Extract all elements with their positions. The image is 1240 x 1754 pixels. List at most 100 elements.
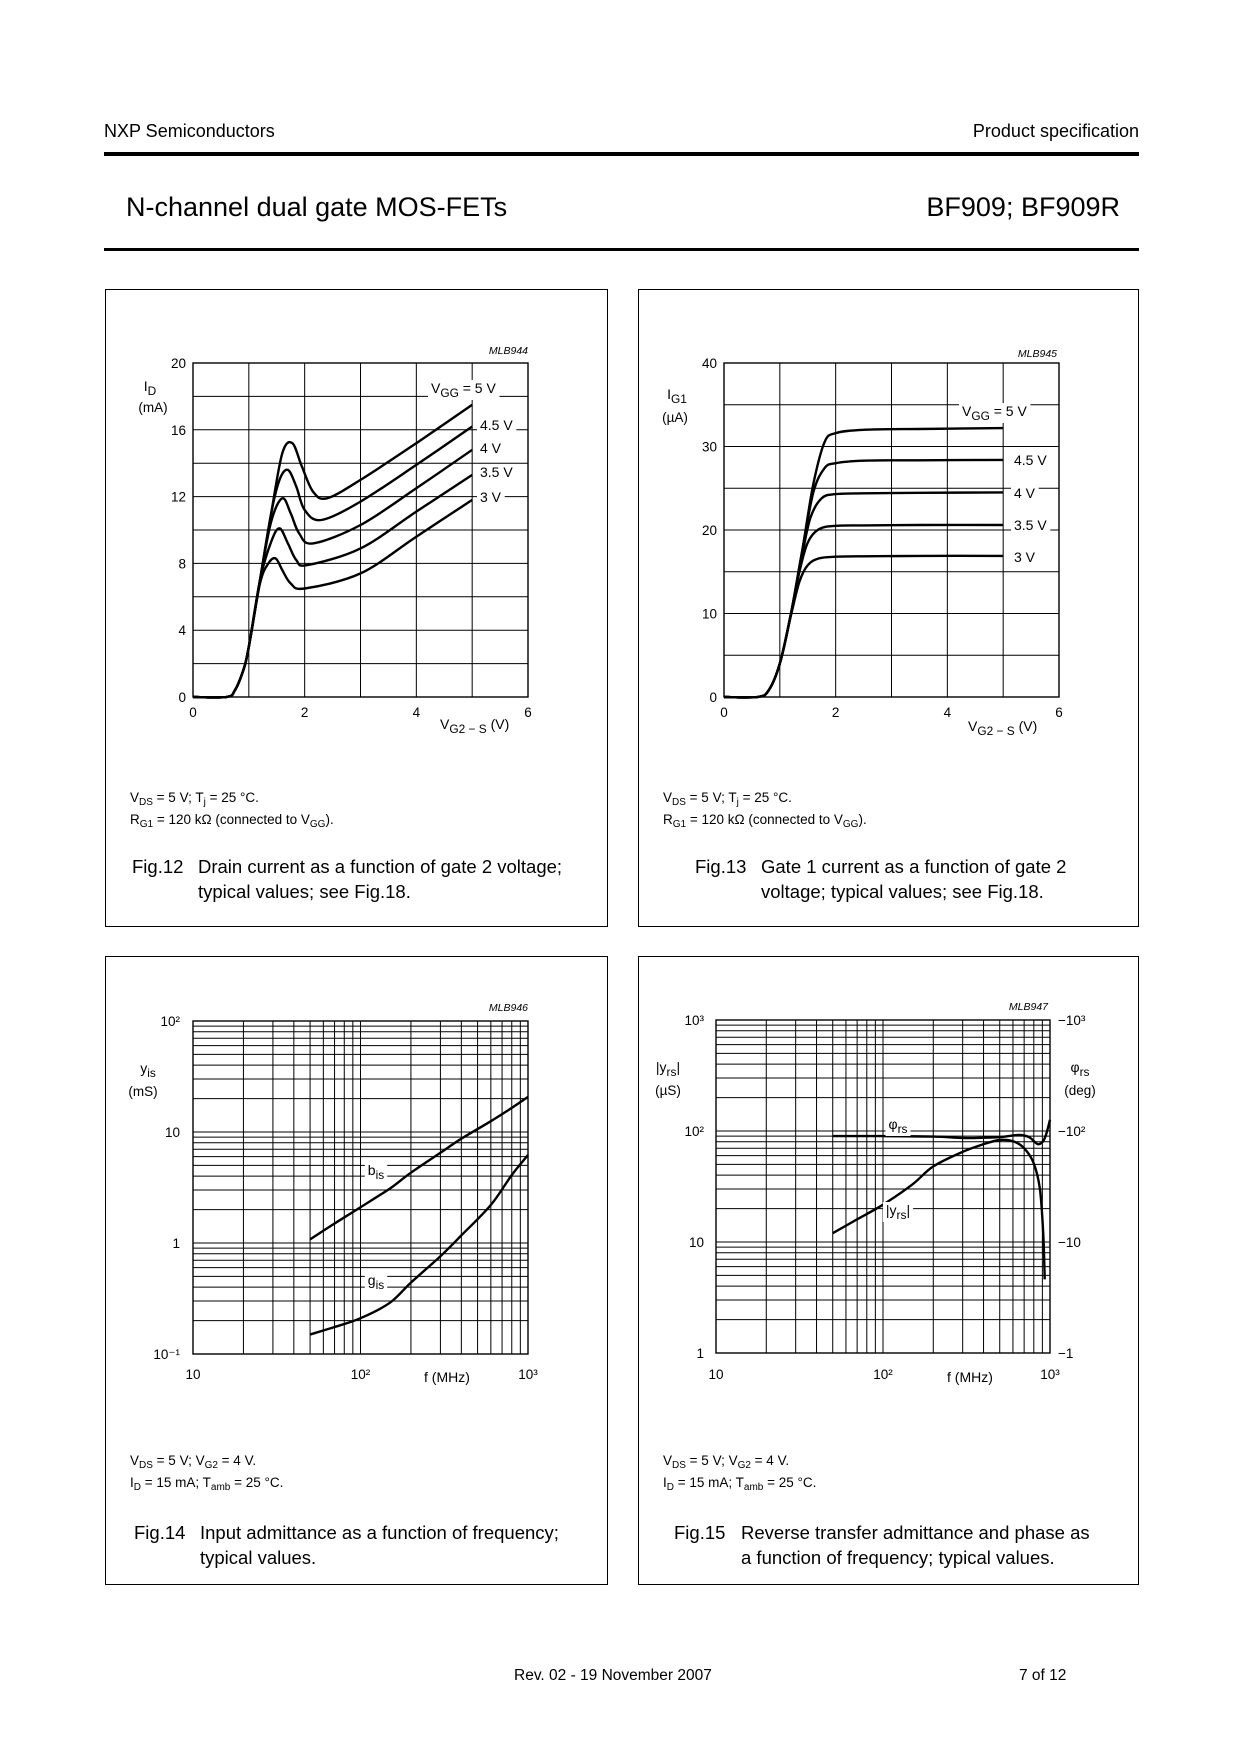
series-label: 3 V: [480, 489, 502, 505]
note-subscript: DS: [672, 797, 686, 808]
y2-tick-label: −1: [1058, 1346, 1073, 1361]
figure-caption-line: voltage; typical values; see Fig.18.: [761, 881, 1044, 902]
series-curve-phi-rs: [832, 1119, 1052, 1146]
x-axis-label: f (MHz): [947, 1369, 993, 1385]
series-label-text: 4.5 V: [480, 417, 513, 433]
x-axis-label: f (MHz): [424, 1369, 470, 1385]
y-axis-label-subscript: rs: [667, 1065, 677, 1079]
x-tick-label: 6: [524, 705, 532, 720]
note-text: = 15 mA; T: [141, 1475, 211, 1490]
series-label-text: |y: [886, 1202, 897, 1218]
series-label: |yrs|: [886, 1202, 910, 1222]
x-tick-label: 10²: [873, 1367, 893, 1382]
series-curve-gis: [309, 1154, 529, 1336]
series-label-text: 3 V: [1014, 549, 1036, 565]
note-subscript: D: [133, 1482, 141, 1493]
y2-tick-label: −10²: [1058, 1124, 1086, 1139]
note-text: = 4 V.: [750, 1453, 790, 1468]
note-text: V: [130, 790, 140, 805]
label-background: [959, 403, 1031, 423]
figure-condition-note: RG1 = 120 kΩ (connected to VGG).: [130, 812, 334, 830]
series-label-text: 3 V: [480, 489, 502, 505]
series-label-subscript: rs: [897, 1208, 907, 1222]
x-axis-label-text: f (MHz): [424, 1369, 470, 1385]
label-background: [477, 417, 517, 433]
note-text: = 5 V; T: [152, 790, 204, 805]
note-text: I: [663, 1475, 667, 1490]
series-label: 3.5 V: [480, 464, 513, 480]
part-numbers: BF909; BF909R: [926, 192, 1120, 222]
x-tick-label: 10: [185, 1367, 200, 1382]
series-label-text: |: [906, 1202, 910, 1218]
note-text: R: [663, 812, 673, 827]
x-axis-label-text: (V): [487, 716, 510, 732]
series-curve-3.5-v: [723, 523, 1004, 699]
figure-caption-line: Reverse transfer admittance and phase as: [741, 1522, 1090, 1543]
note-subscript: G2: [204, 1460, 218, 1471]
note-text: = 120 kΩ (connected to V: [153, 812, 310, 827]
x-axis-label-text: V: [968, 718, 978, 734]
plot-frame: [723, 362, 1060, 698]
series-label-subscript: is: [376, 1168, 385, 1182]
note-subscript: G2: [737, 1460, 751, 1471]
y2-axis-unit: (deg): [1064, 1083, 1096, 1098]
note-text: ).: [325, 812, 334, 827]
y-tick-label: 30: [702, 440, 717, 455]
grid: [192, 362, 529, 698]
figure-number: Fig.13: [695, 856, 747, 877]
note-text: = 25 °C.: [205, 790, 259, 805]
series-label-text: g: [368, 1272, 376, 1288]
x-axis-label-text: V: [440, 716, 450, 732]
plot-frame: [715, 1019, 1051, 1354]
y-axis-label-text: I: [144, 378, 148, 394]
x-axis-label-text: (V): [1015, 718, 1038, 734]
figure-13-frame: [638, 289, 1139, 927]
series-label: 4.5 V: [1014, 452, 1047, 468]
y-axis-label-subscript: D: [148, 384, 157, 398]
header-rule: [104, 152, 1139, 156]
figure-caption-line: Input admittance as a function of freque…: [200, 1522, 559, 1543]
y-tick-label: 10⁻¹: [153, 1347, 180, 1362]
note-text: V: [130, 1453, 140, 1468]
series-label-text: 3.5 V: [480, 464, 513, 480]
x-tick-label: 4: [413, 705, 421, 720]
y-axis-label-subscript: is: [147, 1066, 156, 1080]
y-axis-label-text: |: [676, 1059, 680, 1075]
note-text: = 25 °C.: [763, 1475, 817, 1490]
note-subscript: DS: [672, 1460, 686, 1471]
y-tick-label: 8: [178, 556, 186, 571]
figure-condition-note: VDS = 5 V; Tj = 25 °C.: [130, 790, 259, 808]
y-tick-label: 1: [696, 1346, 704, 1361]
y-axis-label-subscript: G1: [671, 392, 687, 406]
y-axis-unit: (mA): [138, 400, 167, 415]
series-label-subscript: GG: [440, 386, 459, 400]
label-background: [885, 1116, 911, 1136]
grid: [715, 1019, 1051, 1354]
y-axis-label: IG1: [667, 386, 687, 406]
label-background: [364, 1272, 388, 1292]
series-label: 3 V: [1014, 549, 1036, 565]
x-axis-label-subscript: G2 − S: [449, 722, 486, 736]
label-background: [1011, 452, 1051, 468]
figure-condition-note: VDS = 5 V; VG2 = 4 V.: [663, 1453, 790, 1471]
figure-code: MLB945: [1018, 348, 1057, 360]
note-text: ).: [858, 812, 867, 827]
header-company: NXP Semiconductors: [104, 121, 275, 141]
figure-condition-note: ID = 15 mA; Tamb = 25 °C.: [663, 1475, 817, 1493]
title-rule: [104, 248, 1139, 251]
series-curve-vgg-5-v: [723, 426, 1004, 699]
figure-condition-note: VDS = 5 V; VG2 = 4 V.: [130, 1453, 256, 1471]
series-label: φrs: [889, 1116, 908, 1136]
series-curve-3.5-v: [192, 473, 473, 699]
series-label: bis: [368, 1162, 384, 1182]
label-background: [477, 489, 505, 505]
x-tick-label: 2: [301, 705, 309, 720]
note-subscript: D: [666, 1482, 674, 1493]
series-curve-4-v: [192, 448, 473, 699]
grid: [192, 1020, 529, 1355]
series-label-text: φ: [889, 1116, 898, 1132]
series-label: VGG = 5 V: [962, 403, 1027, 423]
